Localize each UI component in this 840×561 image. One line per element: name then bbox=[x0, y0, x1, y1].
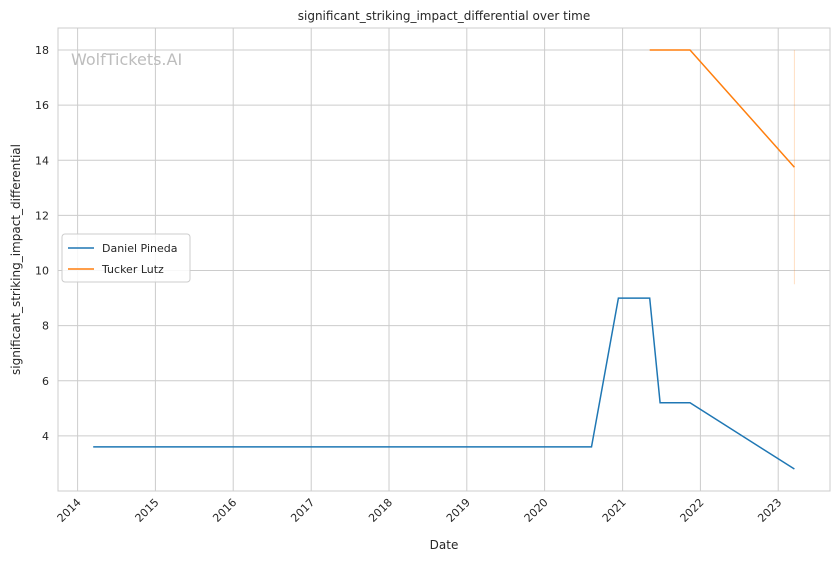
series-line bbox=[93, 297, 795, 470]
y-tick-label: 10 bbox=[35, 265, 49, 278]
x-tick-label: 2014 bbox=[55, 496, 84, 525]
legend: Daniel Pineda Tucker Lutz bbox=[61, 233, 191, 283]
y-tick-label: 14 bbox=[35, 154, 49, 167]
y-tick-label: 6 bbox=[42, 375, 49, 388]
legend-item: Tucker Lutz bbox=[68, 263, 164, 276]
legend-label: Daniel Pineda bbox=[102, 242, 177, 255]
y-tick-label: 12 bbox=[35, 209, 49, 222]
y-axis-label: significant_striking_impact_differential bbox=[9, 144, 23, 375]
series-daniel-pineda bbox=[93, 297, 795, 470]
x-tick-label: 2017 bbox=[288, 496, 317, 525]
y-tick-labels: 4 6 8 10 12 14 16 18 bbox=[35, 44, 49, 443]
x-tick-label: 2021 bbox=[600, 496, 629, 525]
x-tick-label: 2018 bbox=[366, 496, 395, 525]
y-tick-label: 16 bbox=[35, 99, 49, 112]
x-tick-label: 2020 bbox=[522, 496, 551, 525]
x-tick-label: 2016 bbox=[210, 496, 239, 525]
series-group bbox=[93, 49, 795, 470]
legend-item: Daniel Pineda bbox=[68, 242, 177, 255]
x-tick-label: 2022 bbox=[678, 496, 707, 525]
series-tucker-lutz bbox=[649, 49, 795, 285]
x-tick-labels: 2014 2015 2016 2017 2018 2019 2020 2021 2022 2023 bbox=[55, 496, 785, 525]
y-tick-label: 18 bbox=[35, 44, 49, 57]
x-tick-label: 2015 bbox=[133, 496, 162, 525]
legend-box bbox=[61, 233, 191, 283]
series-line bbox=[649, 49, 795, 168]
grid bbox=[58, 28, 830, 491]
plot-area-frame bbox=[57, 27, 831, 492]
chart-title: significant_striking_impact_differential… bbox=[298, 9, 590, 23]
x-axis-label: Date bbox=[430, 538, 459, 552]
x-tick-label: 2023 bbox=[755, 496, 784, 525]
y-tick-label: 4 bbox=[42, 430, 49, 443]
x-tick-label: 2019 bbox=[444, 496, 473, 525]
legend-label: Tucker Lutz bbox=[101, 263, 164, 276]
watermark-text: WolfTickets.AI bbox=[71, 50, 182, 69]
y-tick-label: 8 bbox=[42, 320, 49, 333]
